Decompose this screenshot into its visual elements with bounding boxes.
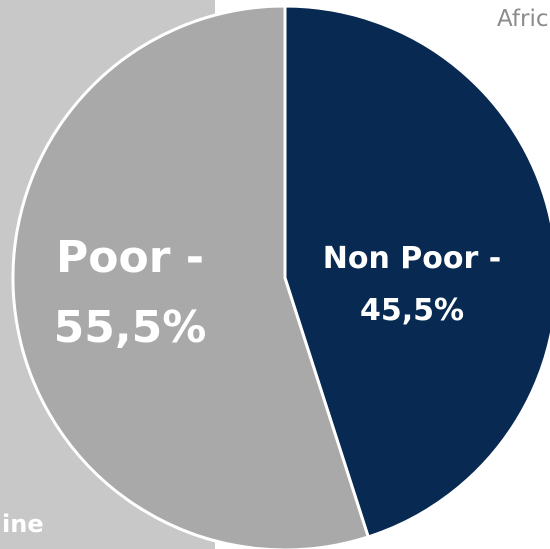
slice-label-non-poor-percent: 45,5% <box>360 293 464 328</box>
pie-slice-poor <box>11 4 371 549</box>
partial-title-text: Afric <box>497 6 549 32</box>
slice-label-non-poor-name: Non Poor - <box>323 241 501 276</box>
slice-label-poor-percent: 55,5% <box>54 302 207 353</box>
partial-left-label: ine <box>2 510 44 538</box>
pie-slices <box>11 4 550 549</box>
pie-slice-non-poor <box>283 4 550 539</box>
slice-label-poor-name: Poor - <box>56 232 204 283</box>
pie-labels: Non Poor - 45,5% Poor - 55,5% <box>54 232 502 353</box>
